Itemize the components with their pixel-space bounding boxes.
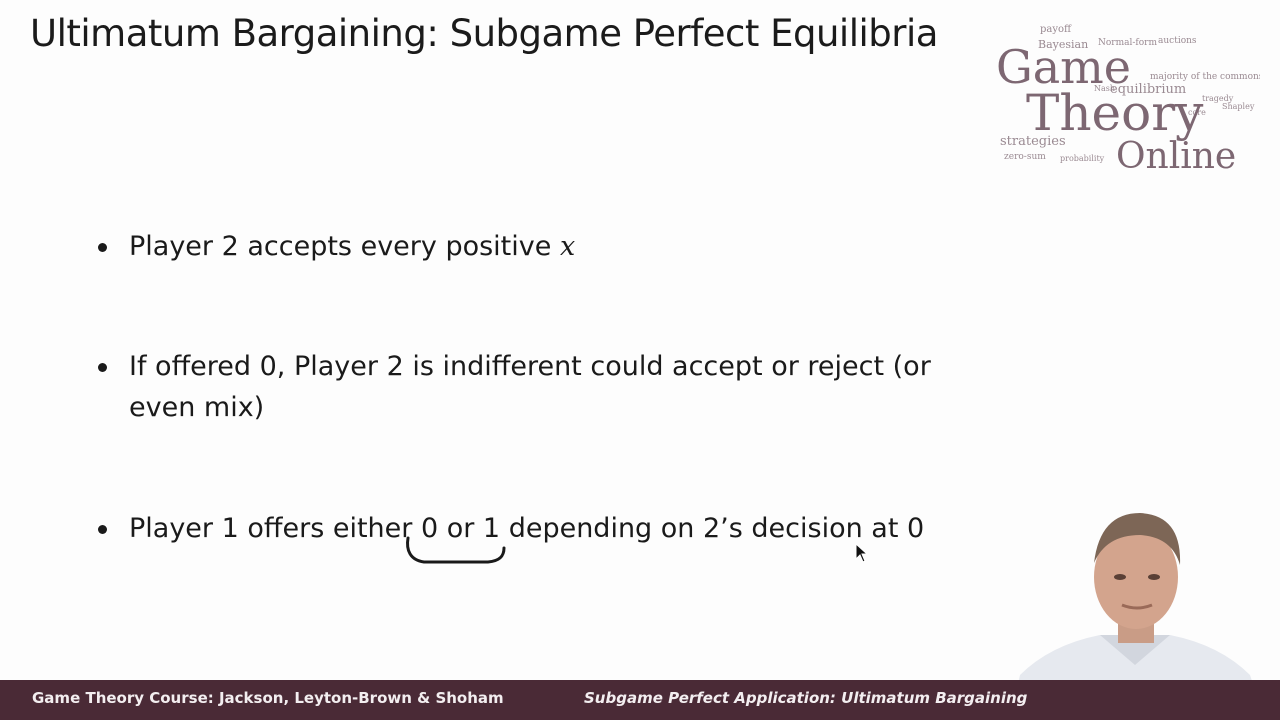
- logo-word: Bayesian: [1038, 38, 1089, 51]
- logo-word: payoff: [1040, 24, 1072, 35]
- footer-course-credit: Game Theory Course: Jackson, Leyton-Brow…: [32, 689, 504, 707]
- logo-word: majority of the commons: [1150, 72, 1260, 82]
- handwritten-underline-mark: [406, 536, 506, 564]
- logo-word: equilibrium: [1110, 82, 1187, 97]
- bullet-text-part: Player 1 offers either: [129, 513, 421, 544]
- bullet-text: If offered 0, Player 2 is indifferent co…: [129, 351, 931, 423]
- bullet-text: Player 2 accepts every positive x: [129, 226, 949, 267]
- bullet-text: Player 1 offers either 0 or 1 depending …: [129, 508, 949, 549]
- bullet-dot: [98, 525, 107, 534]
- slide-title: Ultimatum Bargaining: Subgame Perfect Eq…: [30, 12, 938, 55]
- bullet-text-part: Player 2 accepts every positive: [129, 231, 560, 262]
- logo-game: Game: [996, 40, 1132, 94]
- highlighted-text: 0 or 1: [420, 513, 501, 544]
- bullet-text-part: depending on 2’s decision at 0: [500, 513, 925, 544]
- logo-word: probability: [1060, 154, 1105, 163]
- logo-word: core: [1188, 108, 1206, 117]
- logo-word: auctions: [1158, 36, 1197, 46]
- footer-section-title: Subgame Perfect Application: Ultimatum B…: [584, 689, 1028, 707]
- logo-word: Shapley: [1222, 102, 1255, 111]
- logo-theory: Theory: [1026, 84, 1204, 142]
- logo-word: Normal-form: [1098, 38, 1158, 48]
- logo-word: Nash: [1094, 84, 1116, 93]
- mouse-cursor-icon: [855, 543, 869, 563]
- bullet-dot: [98, 363, 107, 372]
- logo-online: Online: [1116, 136, 1237, 177]
- logo-word: zero-sum: [1004, 152, 1046, 162]
- logo-word: strategies: [1000, 134, 1066, 149]
- math-variable: x: [559, 231, 576, 262]
- game-theory-online-logo: payoff Bayesian Normal-form auctions maj…: [990, 14, 1260, 184]
- footer-bar: Game Theory Course: Jackson, Leyton-Brow…: [0, 680, 1280, 720]
- logo-word: tragedy: [1202, 94, 1234, 103]
- bullet-dot: [98, 243, 107, 252]
